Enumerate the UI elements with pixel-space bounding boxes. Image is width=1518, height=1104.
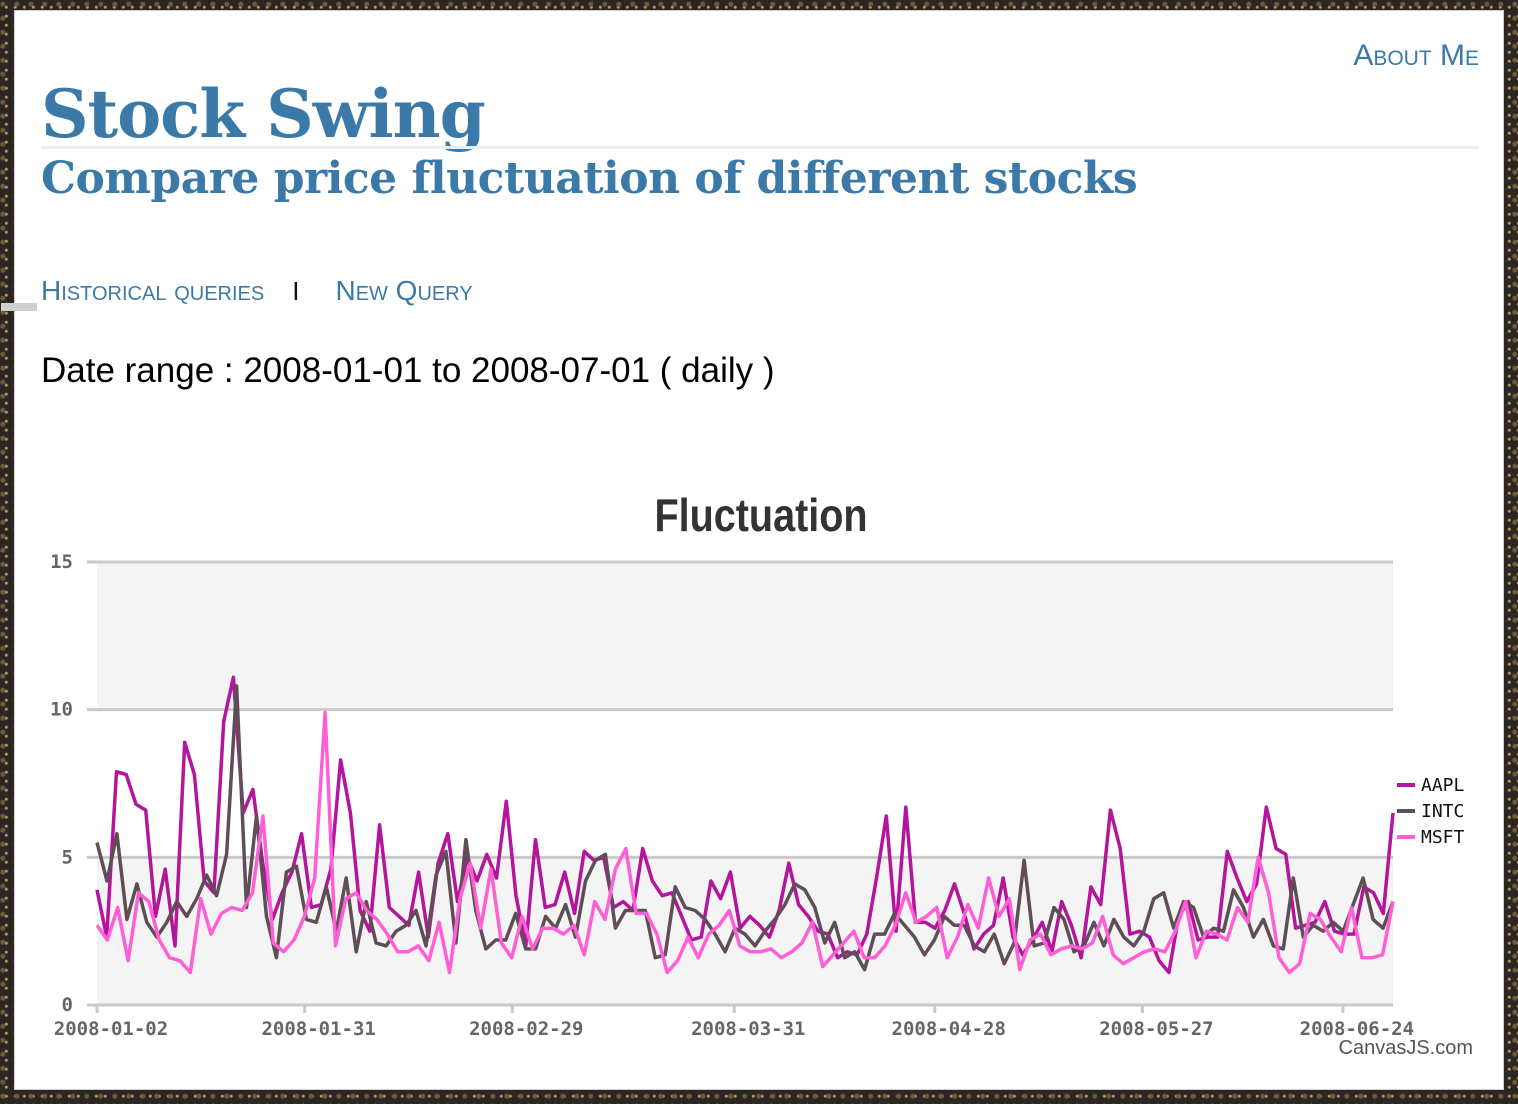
title-divider <box>41 146 1479 149</box>
x-tick-label: 2008-04-28 <box>892 1018 1006 1040</box>
side-tab-handle[interactable] <box>1 303 37 311</box>
series-line-intc <box>95 684 1395 972</box>
legend-label: INTC <box>1421 801 1464 822</box>
new-query-link[interactable]: New Query <box>335 275 473 306</box>
legend-label: MSFT <box>1421 827 1465 848</box>
historical-queries-link[interactable]: Historical queries <box>41 275 265 306</box>
nav-separator: I <box>292 275 300 306</box>
chart-area: 0 5 10 15 2008-01-02 2008-01-31 2008-02-29 2008… <box>15 11 1505 1091</box>
y-tick-label: 5 <box>62 846 73 868</box>
about-me-link[interactable]: About Me <box>1353 39 1479 72</box>
fluctuation-chart[interactable]: 0 5 10 15 2008-01-02 2008-01-31 2008-02-29 2008… <box>15 11 1505 1091</box>
site-title: Stock Swing <box>41 75 486 153</box>
x-tick-label: 2008-06-24 <box>1300 1018 1414 1040</box>
date-range-label: Date range : 2008-01-01 to 2008-07-01 ( … <box>41 351 775 390</box>
x-tick-label: 2008-01-31 <box>261 1018 375 1040</box>
page-container: About Me Stock Swing Compare price fluct… <box>1 10 1505 1091</box>
canvasjs-credit-link[interactable]: CanvasJS.com <box>1338 1037 1474 1059</box>
chart-title: Fluctuation <box>654 490 867 541</box>
chart-band <box>97 562 1393 710</box>
x-tick-label: 2008-05-27 <box>1099 1018 1213 1040</box>
chart-band <box>97 709 1393 858</box>
x-tick-label: 2008-02-29 <box>469 1018 583 1040</box>
series-line-msft <box>95 710 1395 975</box>
x-tick-label: 2008-03-31 <box>691 1018 805 1040</box>
y-tick-label: 0 <box>62 994 73 1016</box>
y-tick-label: 10 <box>50 699 73 721</box>
query-nav: Historical queries I New Query <box>41 275 473 307</box>
legend-label: AAPL <box>1421 775 1465 796</box>
y-tick-label: 15 <box>50 551 73 573</box>
site-subtitle: Compare price fluctuation of different s… <box>41 153 1138 204</box>
chart-band <box>97 857 1393 1005</box>
x-tick-label: 2008-01-02 <box>54 1018 168 1040</box>
